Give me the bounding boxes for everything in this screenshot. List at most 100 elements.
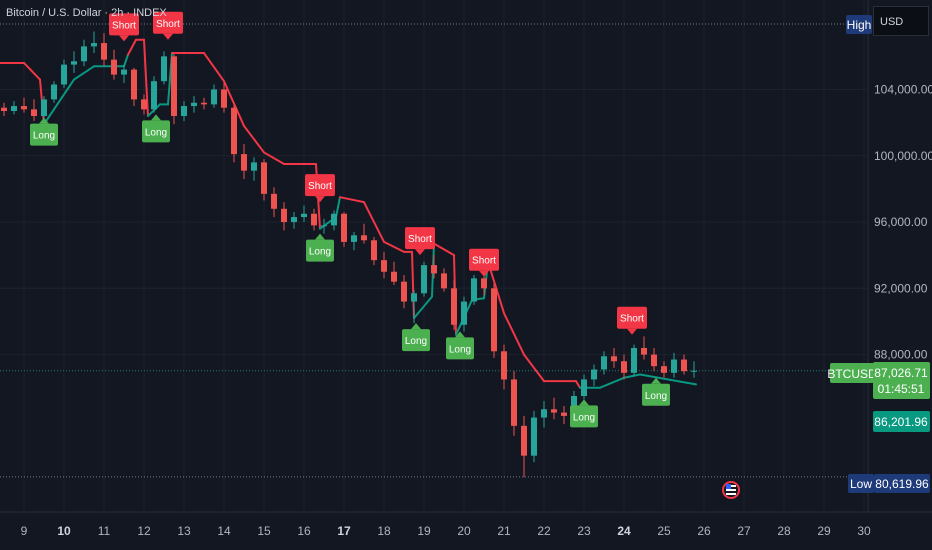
candle-body — [121, 69, 127, 75]
candle-body — [531, 417, 537, 456]
stop-segment — [523, 353, 545, 383]
candle-body — [331, 213, 337, 226]
price-axis[interactable]: 104,000.00 100,000.00 96,000.00 92,000.00 88… — [874, 82, 932, 361]
candle-body — [251, 162, 257, 171]
candles — [0, 31, 697, 478]
long-signal[interactable]: Long — [30, 117, 58, 146]
stop-segment — [623, 373, 641, 379]
y-tick-label: 100,000.00 — [874, 149, 932, 163]
candle-body — [361, 235, 367, 241]
high-label: High — [846, 15, 872, 34]
long-signal[interactable]: Long — [402, 323, 430, 352]
short-signal[interactable]: Short — [153, 11, 183, 40]
short-signal[interactable]: Short — [405, 227, 435, 256]
stop-segment — [203, 52, 225, 83]
x-tick-label: 9 — [21, 524, 28, 538]
stop-segment — [599, 376, 625, 389]
x-tick-label: 28 — [777, 524, 791, 538]
candle-body — [521, 425, 527, 456]
candle-body — [371, 240, 377, 261]
candle-body — [561, 412, 567, 416]
last-price-label: BTCUSD 87,026.71 01:45:51 — [827, 362, 930, 399]
stop-segment — [433, 242, 455, 257]
candle-body — [421, 265, 427, 294]
candle-body — [231, 107, 237, 155]
candle-body — [621, 361, 627, 373]
short-signal[interactable]: Short — [305, 174, 335, 203]
candle-body — [41, 99, 47, 116]
x-tick-label: 27 — [737, 524, 751, 538]
candle-body — [311, 213, 317, 226]
long-signal[interactable]: Long — [142, 114, 170, 143]
x-tick-label: 29 — [817, 524, 831, 538]
long-signal[interactable]: Long — [570, 399, 598, 428]
candle-body — [271, 193, 277, 209]
candle-body — [581, 379, 587, 397]
signal-label: Short — [308, 181, 332, 192]
candle-body — [541, 409, 547, 418]
long-signal[interactable]: Long — [306, 233, 334, 262]
candle-body — [281, 208, 287, 223]
x-tick-label: 15 — [257, 524, 271, 538]
signal-label: Short — [472, 256, 496, 267]
x-tick-label: 21 — [497, 524, 511, 538]
short-signal[interactable]: Short — [617, 306, 647, 335]
candle-body — [611, 356, 617, 362]
candle-body — [591, 369, 597, 380]
candle-body — [461, 301, 467, 325]
x-tick-label: 22 — [537, 524, 551, 538]
candle-body — [651, 354, 657, 367]
candle-body — [491, 288, 497, 352]
short-signal[interactable]: Short — [109, 13, 139, 42]
signal-label: Short — [620, 314, 644, 325]
candle-body — [61, 64, 67, 85]
high-label-text: High — [847, 18, 872, 32]
low-label-text: Low — [850, 477, 872, 491]
stop-segment — [143, 38, 149, 117]
y-tick-label: 96,000.00 — [874, 215, 928, 229]
long-signal[interactable]: Long — [446, 331, 474, 360]
high-low-lines — [0, 23, 868, 478]
x-tick-label: 25 — [657, 524, 671, 538]
candle-body — [481, 278, 487, 289]
stop-segment — [73, 65, 95, 81]
stop-segment — [383, 240, 405, 253]
candle-body — [431, 265, 437, 274]
us-flag-icon[interactable] — [722, 481, 740, 499]
signal-label: Long — [573, 412, 595, 423]
candle-body — [191, 102, 197, 107]
short-signal[interactable]: Short — [469, 248, 499, 277]
candle-body — [471, 278, 477, 302]
candle-body — [601, 356, 607, 370]
stop-segment — [223, 80, 245, 127]
candle-body — [381, 260, 387, 272]
candle-body — [291, 217, 297, 223]
signal-label: Short — [408, 234, 432, 245]
stop-segment — [243, 124, 265, 154]
candle-body — [441, 273, 447, 289]
candle-body — [161, 56, 167, 82]
currency-selector[interactable]: USD — [873, 6, 929, 36]
low-label: Low 80,619.96 — [848, 474, 930, 493]
stop-segment — [23, 61, 41, 81]
time-axis[interactable]: 9 10 11 12 13 14 15 16 17 18 19 20 21 22 23 24 25 26 27 28 2… — [21, 524, 871, 538]
signal-label: Short — [112, 20, 136, 31]
candle-body — [241, 154, 247, 171]
x-tick-label: 13 — [177, 524, 191, 538]
stop-segment — [53, 78, 75, 111]
signals: Short Short Long Long Short Long Short Long Shor… — [30, 11, 670, 428]
candle-body — [211, 89, 217, 105]
candle-body — [91, 43, 97, 47]
x-tick-label: 17 — [337, 524, 351, 538]
stop-level-value: 86,201.96 — [874, 415, 928, 429]
last-price-value: 87,026.71 — [874, 366, 928, 380]
stop-segment — [263, 151, 285, 166]
grid — [0, 0, 868, 512]
candle-body — [31, 109, 37, 116]
candle-body — [511, 379, 517, 426]
candle-body — [341, 213, 347, 242]
long-signal[interactable]: Long — [642, 377, 670, 406]
candle-body — [661, 366, 667, 373]
candle-body — [151, 81, 157, 110]
